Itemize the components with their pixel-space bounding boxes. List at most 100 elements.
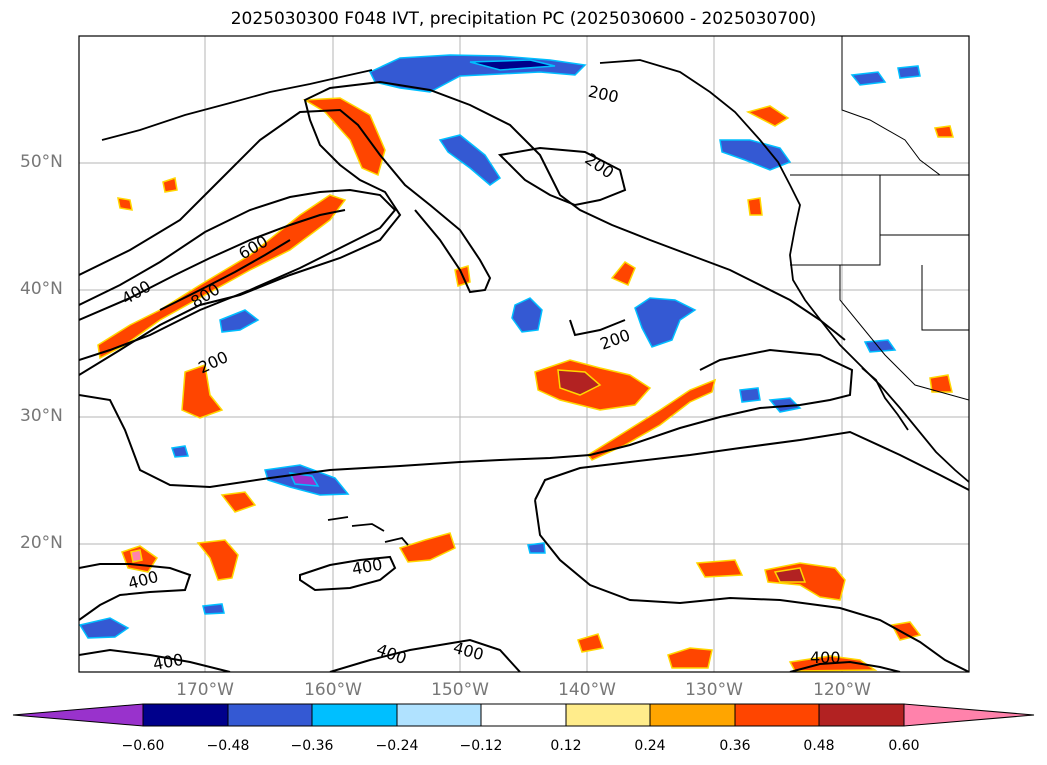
anomaly-patch (117, 197, 133, 211)
colorbar-max-extension (903, 703, 1035, 727)
colorbar-tick-label: 0.24 (634, 738, 666, 754)
contour-200-east (569, 319, 626, 337)
colorbar-tick-label: 0.36 (719, 738, 751, 754)
lon-label: 150°W (431, 680, 489, 700)
anomaly-patch (739, 387, 761, 403)
anomaly-patch (97, 194, 347, 360)
colorbar-tick-label: −0.48 (206, 738, 250, 754)
contour-400-hawaii (299, 555, 397, 592)
anomaly-patch (219, 309, 260, 333)
map-title: 2025030300 F048 IVT, precipitation PC (2… (230, 9, 817, 29)
contour-label: 200 (195, 347, 231, 377)
hawaii-islands (327, 516, 409, 546)
contour-400-outer (79, 188, 397, 361)
anomaly-patch (610, 261, 636, 286)
contour-600 (79, 209, 346, 321)
anomaly-patch (130, 549, 143, 563)
anomaly-patch (202, 603, 225, 615)
anomaly-patch (695, 559, 744, 578)
anomaly-patch (863, 339, 897, 353)
map-area: 200 200 200 200 400 400 400 400 400 400 … (79, 36, 969, 674)
lon-label: 120°W (813, 680, 871, 700)
anomaly-patch (768, 397, 802, 413)
anomaly-patch (850, 71, 887, 86)
positive-anomaly-patches (97, 97, 954, 672)
colorbar-segment (734, 703, 820, 727)
contour-200-loop (497, 146, 627, 207)
anomaly-patch (79, 617, 130, 639)
contour-400-bottom (79, 638, 901, 672)
colorbar-segment (311, 703, 398, 727)
baja-coast (861, 367, 909, 431)
anomaly-patch (220, 491, 257, 513)
contour-400-southwest (79, 563, 192, 621)
contour-400-southeast (534, 430, 969, 672)
colorbar-tick-label: −0.24 (375, 738, 419, 754)
anomaly-patch (196, 539, 239, 581)
north-america-coast (599, 59, 969, 483)
colorbar-segment (227, 703, 313, 727)
anomaly-patch (929, 374, 953, 393)
colorbar-tick-label: −0.60 (121, 738, 165, 754)
anomaly-patch (667, 647, 713, 669)
colorbar-tick-label: 0.12 (550, 738, 582, 754)
contour-label: 400 (118, 277, 154, 309)
anomaly-patch (773, 567, 807, 583)
anomaly-patch (181, 363, 224, 419)
anomaly-patch (897, 65, 921, 79)
anomaly-patch (162, 177, 178, 193)
colorbar-tick-label: −0.12 (459, 738, 503, 754)
contour-200-south (79, 348, 854, 489)
anomaly-patch (890, 621, 922, 641)
colorbar-segment (565, 703, 651, 727)
contour-label: 400 (451, 638, 485, 664)
lat-label: 20°N (20, 533, 63, 553)
lon-label: 130°W (685, 680, 743, 700)
colorbar-segment (396, 703, 482, 727)
contour-label: 400 (810, 648, 841, 667)
colorbar-segment (649, 703, 736, 727)
anomaly-patch (469, 59, 556, 71)
anomaly-patch (634, 297, 697, 348)
coastlines (101, 59, 969, 546)
contour-label: 400 (152, 650, 185, 674)
aleutian-coast (101, 69, 373, 141)
anomaly-patch (577, 633, 605, 653)
lon-label: 140°W (558, 680, 616, 700)
anomaly-patch (747, 197, 763, 216)
colorbar (12, 703, 1035, 727)
contour-label: 400 (374, 640, 409, 668)
map-frame (78, 35, 970, 673)
anomaly-patch (171, 445, 189, 458)
colorbar-tick-label: 0.60 (888, 738, 920, 754)
anomaly-patch (511, 297, 543, 333)
gridlines (79, 36, 969, 672)
lon-label: 170°W (176, 680, 234, 700)
colorbar-min-extension (12, 703, 144, 727)
contour-label: 400 (351, 555, 384, 579)
lat-label: 30°N (20, 406, 63, 426)
anomaly-patch (302, 97, 386, 177)
anomaly-patch (557, 369, 602, 396)
anomaly-patch (438, 134, 502, 186)
colorbar-segment (480, 703, 567, 727)
contour-200-main (79, 80, 846, 376)
anomaly-patch (398, 532, 456, 563)
lat-label: 50°N (20, 152, 63, 172)
contour-800 (159, 239, 291, 311)
colorbar-segment (142, 703, 229, 727)
lat-label: 40°N (20, 279, 63, 299)
colorbar-tick-label: 0.48 (803, 738, 835, 754)
land-borders (790, 36, 969, 401)
anomaly-patch (527, 542, 546, 554)
contour-label: 200 (587, 82, 621, 107)
colorbar-segment (818, 703, 905, 727)
lon-label: 160°W (304, 680, 362, 700)
anomaly-patch (745, 105, 790, 127)
negative-anomaly-patches (79, 54, 921, 639)
colorbar-tick-label: −0.36 (290, 738, 334, 754)
anomaly-patch (934, 125, 954, 138)
ivt-contours (79, 80, 969, 672)
contour-400-north (79, 108, 492, 294)
